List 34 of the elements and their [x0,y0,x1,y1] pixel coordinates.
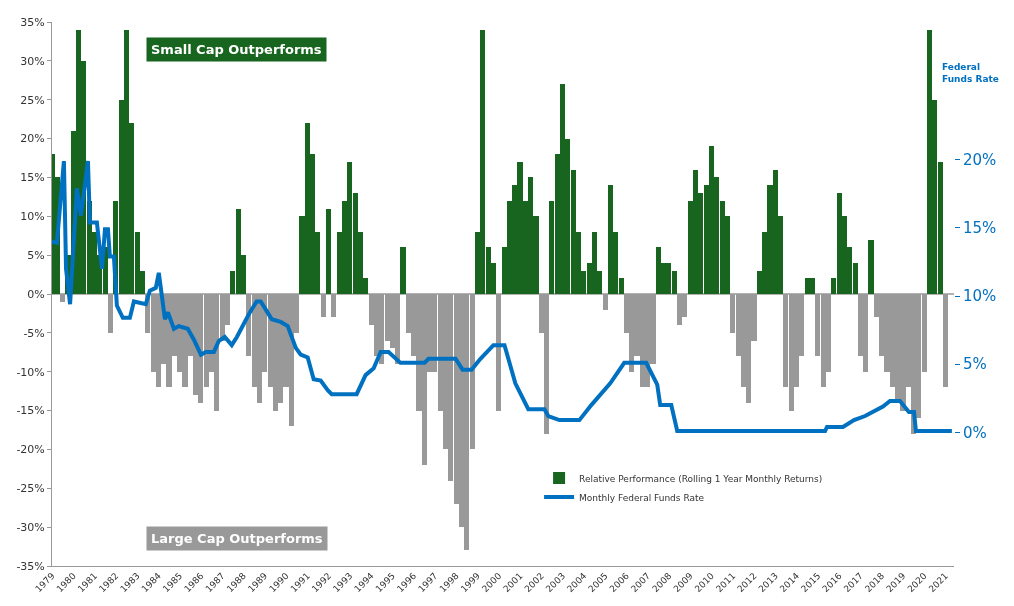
y-tick-label: -35% [16,559,45,573]
y-tick-label: 5% [27,248,45,262]
y2-axis-title: Federal Funds Rate [942,62,999,84]
y-tick-label: 0% [27,287,45,301]
y2-tick-label: 10% [963,287,997,306]
bar [123,29,130,294]
y2-tick-label: 5% [963,355,987,374]
y-tick-label: 20% [20,132,45,146]
y-tick-label: -25% [16,482,45,496]
y2-tick-label: 20% [963,150,997,169]
y2-tick-label: 0% [963,423,987,442]
y-tick-label: 35% [20,15,45,29]
annotation: Large Cap Outperforms [151,531,323,546]
bar [591,231,598,294]
bar [326,208,332,294]
y-tick-label: 15% [20,171,45,185]
legend-label: Relative Performance (Rolling 1 Year Monthly Returns) [579,473,823,484]
bar [708,146,715,294]
annotation: Small Cap Outperforms [151,42,322,57]
y-tick-label: -20% [16,443,45,457]
y-tick-label: -5% [23,326,45,340]
bar [868,239,874,294]
legend-label: Monthly Federal Funds Rate [579,492,705,503]
y-tick-label: -10% [16,365,45,379]
y-tick-label: -30% [16,520,45,534]
y-tick-label: -15% [16,404,45,418]
bar [692,169,699,294]
bar [809,278,816,294]
y-tick-label: 10% [20,210,45,224]
y-tick-label: 25% [20,93,45,107]
bar [400,247,406,294]
bar [926,29,933,294]
y2-tick-label: 15% [963,219,997,238]
y-tick-label: 30% [20,54,45,68]
